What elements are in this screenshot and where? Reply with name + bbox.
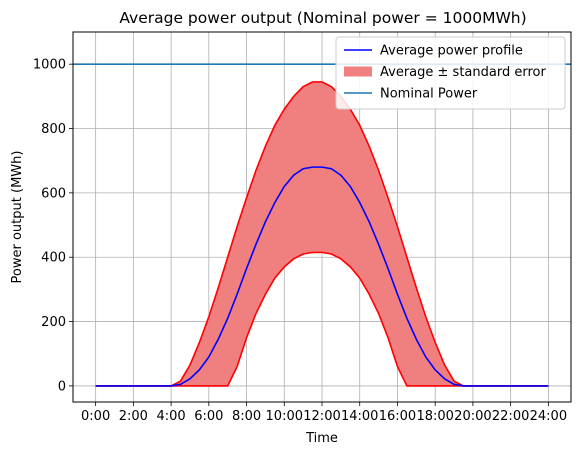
- legend-handle-band: [344, 66, 372, 77]
- y-axis-label: Power output (MWh): [10, 151, 25, 284]
- x-tick-label: 16:00: [379, 409, 416, 424]
- band-upper-line: [95, 81, 549, 387]
- y-tick-label: 1000: [33, 58, 66, 73]
- legend-label: Nominal Power: [380, 87, 478, 102]
- band-lower-line: [95, 251, 549, 387]
- x-tick-label: 20:00: [454, 409, 491, 424]
- y-tick-label: 400: [41, 251, 66, 266]
- x-axis-label: Time: [305, 431, 338, 446]
- legend: Average power profile Average ± standard …: [335, 36, 566, 110]
- x-tick-label: 10:00: [266, 409, 303, 424]
- chart-title: Average power output (Nominal power = 10…: [119, 9, 526, 27]
- legend-label: Average ± standard error: [380, 65, 546, 80]
- y-tick-label: 600: [41, 186, 66, 201]
- x-tick-label: 4:00: [156, 409, 185, 424]
- ticks: 0:00 2:00 4:00 6:00 8:00 10:00 12:00 14:00 16:00…: [33, 58, 567, 424]
- legend-box: [335, 36, 566, 110]
- x-tick-label: 0:00: [81, 409, 110, 424]
- y-tick-label: 0: [58, 379, 66, 394]
- x-tick-label: 6:00: [194, 409, 223, 424]
- average-power-line: [95, 166, 549, 387]
- x-tick-label: 24:00: [530, 409, 567, 424]
- x-tick-label: 8:00: [232, 409, 261, 424]
- legend-label: Average power profile: [380, 44, 523, 59]
- y-tick-label: 800: [41, 122, 66, 137]
- x-tick-label: 18:00: [416, 409, 453, 424]
- x-tick-label: 12:00: [303, 409, 340, 424]
- x-tick-label: 2:00: [119, 409, 148, 424]
- y-tick-label: 200: [41, 315, 66, 330]
- x-tick-label: 14:00: [341, 409, 378, 424]
- x-tick-label: 22:00: [492, 409, 529, 424]
- band-area: [95, 81, 549, 386]
